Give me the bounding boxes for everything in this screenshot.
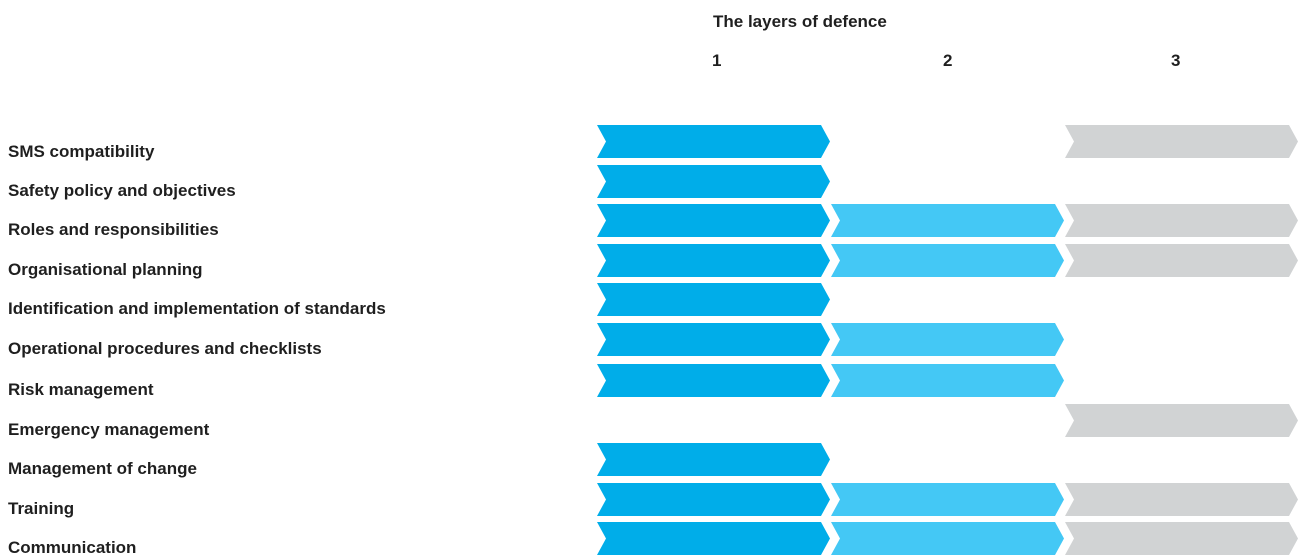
arrow-row-10-layer-2 <box>831 483 1064 516</box>
arrow-row-4-layer-1 <box>597 244 830 277</box>
layer-3-number: 3 <box>1171 51 1181 70</box>
row-label-communication: Communication <box>8 538 137 557</box>
diagram-title: The layers of defence <box>713 12 887 31</box>
arrow-row-5-layer-1 <box>597 283 830 316</box>
arrow-row-3-layer-1 <box>597 204 830 237</box>
arrow-row-8-layer-3 <box>1065 404 1298 437</box>
row-label-emergency-management: Emergency management <box>8 420 210 439</box>
arrow-row-11-layer-1 <box>597 522 830 555</box>
arrow-row-3-layer-2 <box>831 204 1064 237</box>
arrow-row-7-layer-1 <box>597 364 830 397</box>
arrow-row-11-layer-2 <box>831 522 1064 555</box>
row-label-organisational-planning: Organisational planning <box>8 260 203 279</box>
arrow-row-4-layer-3 <box>1065 244 1298 277</box>
arrow-row-1-layer-3 <box>1065 125 1298 158</box>
arrow-row-10-layer-1 <box>597 483 830 516</box>
arrow-row-7-layer-2 <box>831 364 1064 397</box>
arrow-row-6-layer-1 <box>597 323 830 356</box>
layer-1-number: 1 <box>712 51 722 70</box>
row-label-operational-procedures: Operational procedures and checklists <box>8 339 322 358</box>
row-label-roles-responsibilities: Roles and responsibilities <box>8 220 219 239</box>
arrow-row-4-layer-2 <box>831 244 1064 277</box>
arrow-row-10-layer-3 <box>1065 483 1298 516</box>
row-label-training: Training <box>8 499 75 518</box>
arrow-row-11-layer-3 <box>1065 522 1298 555</box>
arrow-row-2-layer-1 <box>597 165 830 198</box>
row-label-risk-management: Risk management <box>8 380 154 399</box>
row-label-standards: Identification and implementation of sta… <box>8 299 386 318</box>
arrow-row-6-layer-2 <box>831 323 1064 356</box>
layer-2-number: 2 <box>943 51 953 70</box>
row-label-management-of-change: Management of change <box>8 459 197 478</box>
row-label-safety-policy: Safety policy and objectives <box>8 181 236 200</box>
arrow-row-9-layer-1 <box>597 443 830 476</box>
arrow-row-1-layer-1 <box>597 125 830 158</box>
arrow-row-3-layer-3 <box>1065 204 1298 237</box>
row-label-sms-compatibility: SMS compatibility <box>8 142 155 161</box>
